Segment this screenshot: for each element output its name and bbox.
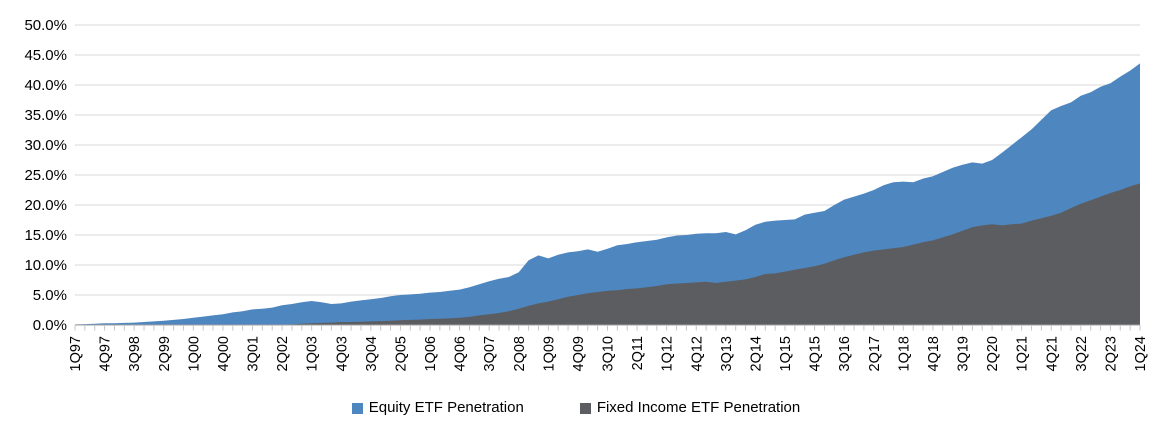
gridlines bbox=[75, 24, 1140, 296]
svg-text:1Q00: 1Q00 bbox=[186, 336, 202, 371]
svg-text:4Q09: 4Q09 bbox=[571, 336, 587, 371]
svg-text:3Q16: 3Q16 bbox=[837, 336, 853, 371]
svg-text:1Q03: 1Q03 bbox=[305, 336, 321, 371]
fixed-income-legend-label: Fixed Income ETF Penetration bbox=[596, 399, 801, 416]
svg-text:2Q99: 2Q99 bbox=[157, 336, 173, 371]
legend: Equity ETF Penetration Fixed Income ETF … bbox=[0, 398, 1152, 418]
svg-text:40.0%: 40.0% bbox=[24, 77, 67, 94]
svg-text:2Q11: 2Q11 bbox=[630, 336, 646, 370]
svg-text:4Q12: 4Q12 bbox=[689, 336, 705, 371]
svg-text:3Q13: 3Q13 bbox=[719, 336, 735, 371]
x-axis bbox=[74, 324, 1141, 331]
legend-item-equity: Equity ETF Penetration bbox=[351, 398, 524, 418]
svg-text:50.0%: 50.0% bbox=[24, 17, 67, 34]
svg-text:4Q03: 4Q03 bbox=[334, 336, 350, 371]
svg-text:1Q97: 1Q97 bbox=[68, 336, 84, 371]
svg-text:2Q14: 2Q14 bbox=[748, 336, 764, 371]
x-axis-labels: 1Q97 4Q97 3Q98 2Q99 1Q00 4Q00 3Q01 2Q02 1Q03 4Q03… bbox=[68, 336, 1149, 371]
equity-legend-swatch-icon bbox=[351, 402, 363, 414]
svg-text:4Q00: 4Q00 bbox=[216, 336, 232, 371]
legend-item-fixed-income: Fixed Income ETF Penetration bbox=[579, 398, 801, 418]
y-axis-labels: 0.0% 5.0% 10.0% 15.0% 20.0% 25.0% 30.0% 35.0% 40… bbox=[24, 17, 67, 334]
svg-text:2Q08: 2Q08 bbox=[512, 336, 528, 371]
svg-text:2Q17: 2Q17 bbox=[867, 336, 883, 371]
svg-text:1Q09: 1Q09 bbox=[541, 336, 557, 371]
svg-text:3Q04: 3Q04 bbox=[364, 336, 380, 371]
svg-text:2Q02: 2Q02 bbox=[275, 336, 291, 371]
svg-text:2Q20: 2Q20 bbox=[985, 336, 1001, 371]
svg-text:3Q07: 3Q07 bbox=[482, 336, 498, 371]
svg-text:2Q23: 2Q23 bbox=[1103, 336, 1119, 371]
svg-text:1Q15: 1Q15 bbox=[778, 336, 794, 371]
svg-text:3Q98: 3Q98 bbox=[127, 336, 143, 371]
equity-legend-label: Equity ETF Penetration bbox=[368, 399, 524, 416]
svg-text:4Q21: 4Q21 bbox=[1044, 336, 1060, 371]
svg-text:4Q15: 4Q15 bbox=[808, 336, 824, 371]
svg-text:1Q21: 1Q21 bbox=[1015, 336, 1031, 371]
svg-text:15.0%: 15.0% bbox=[24, 227, 67, 244]
svg-text:4Q97: 4Q97 bbox=[98, 336, 114, 371]
fixed-income-legend-swatch-icon bbox=[579, 402, 591, 414]
svg-text:5.0%: 5.0% bbox=[33, 287, 67, 304]
svg-text:45.0%: 45.0% bbox=[24, 47, 67, 64]
svg-text:1Q24: 1Q24 bbox=[1133, 336, 1149, 371]
svg-text:4Q18: 4Q18 bbox=[926, 336, 942, 371]
svg-text:3Q01: 3Q01 bbox=[246, 336, 262, 371]
svg-text:30.0%: 30.0% bbox=[24, 137, 67, 154]
svg-text:4Q06: 4Q06 bbox=[453, 336, 469, 371]
plot-area: 0.0% 5.0% 10.0% 15.0% 20.0% 25.0% 30.0% 35.0% 40… bbox=[24, 17, 1149, 371]
svg-text:3Q19: 3Q19 bbox=[956, 336, 972, 371]
svg-text:3Q10: 3Q10 bbox=[601, 336, 617, 371]
svg-text:1Q12: 1Q12 bbox=[660, 336, 676, 371]
svg-text:10.0%: 10.0% bbox=[24, 257, 67, 274]
svg-text:0.0%: 0.0% bbox=[33, 317, 67, 334]
svg-text:2Q05: 2Q05 bbox=[393, 336, 409, 371]
svg-text:20.0%: 20.0% bbox=[24, 197, 67, 214]
svg-text:1Q06: 1Q06 bbox=[423, 336, 439, 371]
svg-text:35.0%: 35.0% bbox=[24, 107, 67, 124]
svg-text:25.0%: 25.0% bbox=[24, 167, 67, 184]
fixed-income-area-series bbox=[75, 183, 1140, 325]
svg-text:3Q22: 3Q22 bbox=[1074, 336, 1090, 371]
svg-text:1Q18: 1Q18 bbox=[896, 336, 912, 371]
